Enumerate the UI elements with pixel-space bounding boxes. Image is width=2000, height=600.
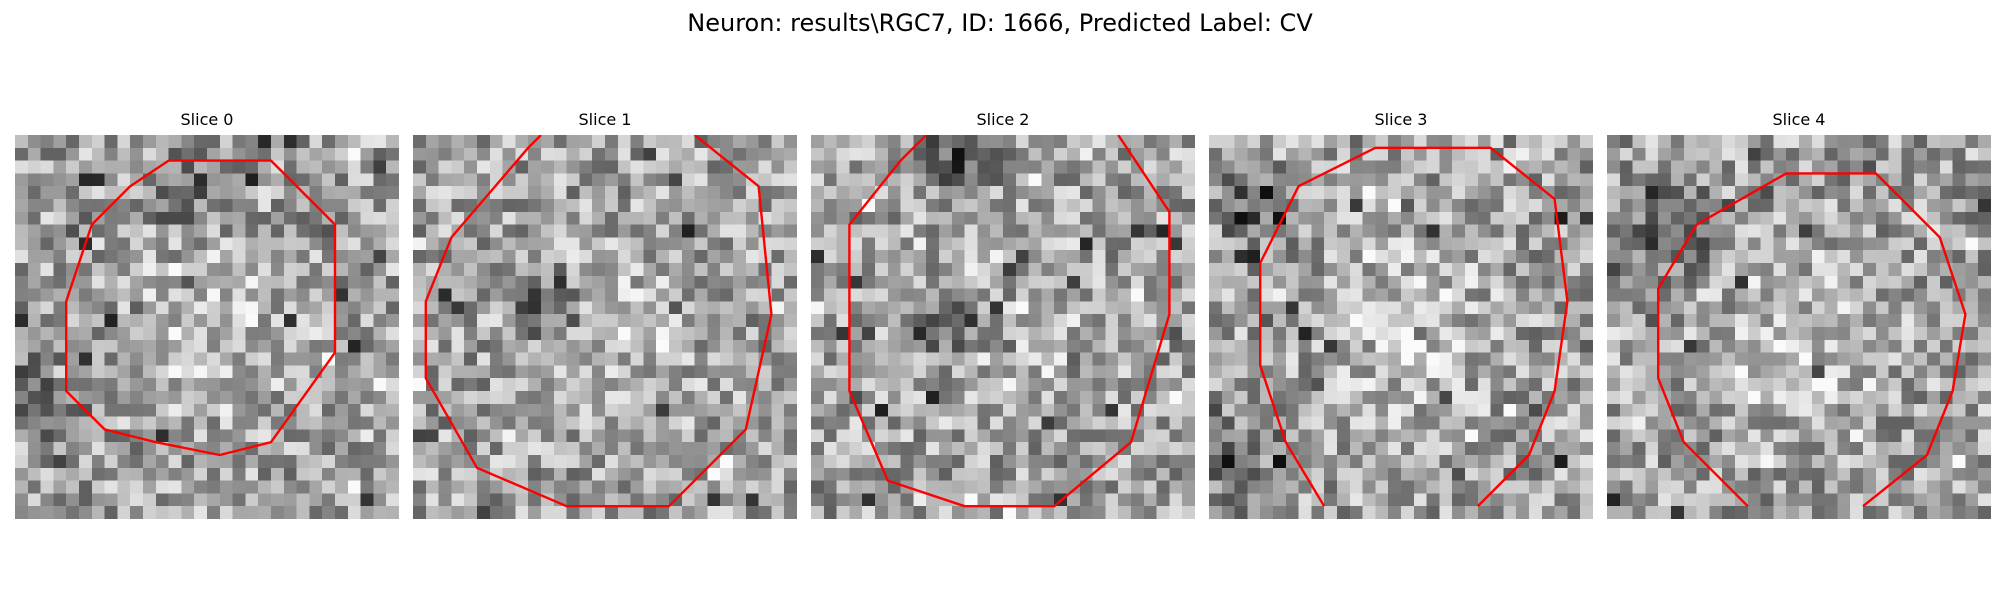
slice-panel-1: Slice 1 <box>413 107 797 519</box>
slice-image-1 <box>413 135 797 519</box>
slice-panel-0: Slice 0 <box>15 107 399 519</box>
slice-panel-3: Slice 3 <box>1209 107 1593 519</box>
slice-title-0: Slice 0 <box>180 110 234 129</box>
slice-image-3 <box>1209 135 1593 519</box>
slice-title-3: Slice 3 <box>1374 110 1428 129</box>
segmentation-outline <box>1259 146 1569 508</box>
slice-title-2: Slice 2 <box>976 110 1030 129</box>
segmentation-outline <box>65 159 337 457</box>
slice-panel-4: Slice 4 <box>1607 107 1991 519</box>
pixel-grid <box>15 135 399 519</box>
pixel-grid <box>1607 135 1991 519</box>
slice-title-1: Slice 1 <box>578 110 632 129</box>
segmentation-outline <box>848 135 1171 508</box>
slice-image-2 <box>811 135 1195 519</box>
figure-title: Neuron: results\RGC7, ID: 1666, Predicte… <box>687 9 1313 37</box>
pixel-grid <box>413 135 797 519</box>
segmentation-outline <box>1657 172 1967 508</box>
slice-panel-2: Slice 2 <box>811 107 1195 519</box>
pixel-grid <box>811 135 1195 519</box>
slice-image-0 <box>15 135 399 519</box>
slice-title-4: Slice 4 <box>1772 110 1826 129</box>
slice-image-4 <box>1607 135 1991 519</box>
segmentation-outline <box>424 135 773 508</box>
pixel-grid <box>1209 135 1593 519</box>
